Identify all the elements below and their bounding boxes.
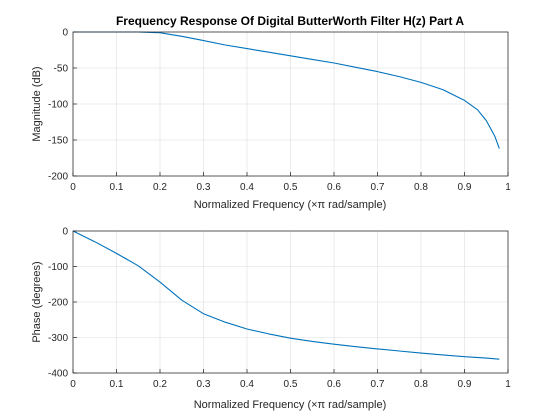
magnitude-x-tick-label: 0.7 — [371, 182, 385, 193]
magnitude-x-tick-label: 0.9 — [458, 182, 472, 193]
phase-response-line — [72, 230, 500, 360]
phase-y-tick-label: 0 — [62, 227, 68, 238]
phase-x-tick-label: 0.9 — [458, 379, 472, 390]
magnitude-y-label: Magnitude (dB) — [31, 66, 43, 141]
phase-series — [72, 230, 500, 360]
magnitude-x-tick-label: 0.4 — [240, 182, 254, 193]
magnitude-x-tick-label: 0.8 — [414, 182, 428, 193]
magnitude-x-tick-label: 0.5 — [284, 182, 298, 193]
magnitude-x-tick-label: 1 — [505, 182, 511, 193]
phase-x-tick-label: 0.6 — [327, 379, 341, 390]
magnitude-series — [73, 31, 500, 149]
magnitude-y-tick-label: -100 — [48, 100, 68, 111]
magnitude-x-tick-label: 0.6 — [327, 182, 341, 193]
phase-y-tick-label: -100 — [48, 262, 68, 273]
magnitude-x-tick-label: 0.1 — [110, 182, 124, 193]
phase-x-tick-label: 0.1 — [110, 379, 124, 390]
phase-ticks: 0 0.1 0.2 0.3 0.4 0.5 0.6 0.7 0.8 0.9 1 0 -100 -200 -3… — [48, 227, 511, 391]
magnitude-x-tick-label: 0.2 — [153, 182, 167, 193]
magnitude-ticks: 0 0.1 0.2 0.3 0.4 0.5 0.6 0.7 0.8 0.9 1 0 -50 -100 -15… — [48, 28, 511, 194]
phase-x-tick-label: 1 — [505, 379, 511, 390]
magnitude-y-tick-label: -50 — [54, 64, 69, 75]
phase-y-label: Phase (degrees) — [31, 261, 43, 342]
magnitude-y-tick-label: 0 — [62, 28, 68, 39]
phase-y-tick-label: -200 — [48, 298, 68, 309]
magnitude-response-line — [73, 31, 500, 149]
magnitude-subplot: 0 0.1 0.2 0.3 0.4 0.5 0.6 0.7 0.8 0.9 1 0 -50 -100 -15… — [31, 28, 511, 212]
phase-x-label: Normalized Frequency (×π rad/sample) — [194, 399, 387, 411]
magnitude-y-tick-label: -150 — [48, 136, 68, 147]
phase-x-tick-label: 0.4 — [240, 379, 254, 390]
phase-x-tick-label: 0.3 — [197, 379, 211, 390]
phase-y-tick-label: -400 — [48, 369, 68, 380]
magnitude-x-label: Normalized Frequency (×π rad/sample) — [194, 199, 387, 211]
phase-x-tick-label: 0.7 — [371, 379, 385, 390]
figure-title: Frequency Response Of Digital ButterWort… — [116, 14, 464, 28]
phase-x-tick-label: 0.2 — [153, 379, 167, 390]
phase-x-tick-label: 0.5 — [284, 379, 298, 390]
phase-x-tick-label: 0.8 — [414, 379, 428, 390]
magnitude-x-tick-label: 0 — [70, 182, 76, 193]
magnitude-x-tick-label: 0.3 — [197, 182, 211, 193]
magnitude-y-tick-label: -200 — [48, 172, 68, 183]
phase-subplot: 0 0.1 0.2 0.3 0.4 0.5 0.6 0.7 0.8 0.9 1 0 -100 -200 -3… — [31, 227, 511, 412]
phase-x-tick-label: 0 — [70, 379, 76, 390]
phase-y-tick-label: -300 — [48, 333, 68, 344]
